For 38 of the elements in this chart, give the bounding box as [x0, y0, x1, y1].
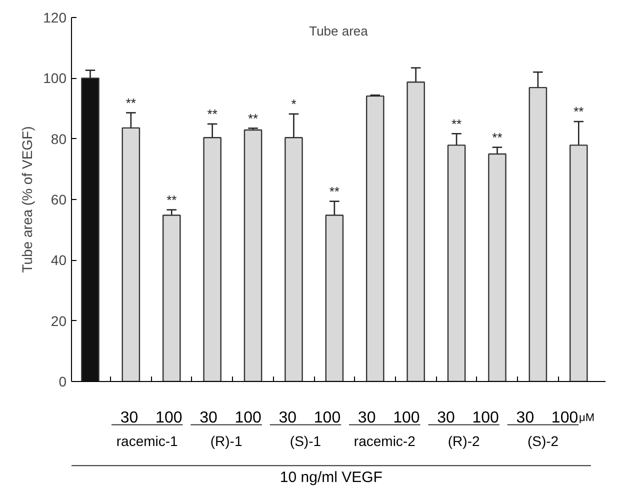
data-label: ** — [451, 116, 462, 132]
x-tick-label: 100 — [234, 409, 262, 426]
data-label: ** — [166, 192, 177, 208]
data-label: * — [291, 96, 296, 112]
text: (S)-2 — [527, 432, 559, 449]
y-axis-title: Tube area (% of VEGF) — [19, 126, 36, 273]
x-tick-label: 100 — [472, 409, 500, 426]
x-tick-label: 30 — [278, 409, 297, 426]
text: 10 ng/ml VEGF — [280, 469, 382, 486]
text: (R)-1 — [210, 432, 242, 449]
y-tick-label: 80 — [50, 130, 67, 147]
text: racemic-1 — [116, 432, 178, 449]
x-tick-label: 100 — [551, 409, 578, 426]
data-label: ** — [207, 106, 218, 122]
data-label: ** — [126, 95, 136, 110]
x-tick-label: 30 — [200, 409, 218, 426]
y-tick-label: 120 — [43, 10, 67, 26]
text: racemic-2 — [354, 432, 416, 449]
x-tick-label: 30 — [437, 409, 456, 426]
y-tick-label: 0 — [58, 374, 67, 390]
data-label: ** — [492, 130, 502, 145]
text: Tube area — [309, 24, 369, 39]
x-tick-label: 30 — [358, 409, 376, 426]
data-label: ** — [574, 104, 584, 120]
x-tick-label: 100 — [393, 409, 420, 426]
y-tick-label: 60 — [50, 192, 67, 208]
x-tick-label: 30 — [120, 409, 138, 426]
text: (S)-1 — [290, 432, 322, 449]
y-tick-label: 100 — [43, 70, 67, 86]
y-tick-label: 20 — [50, 312, 67, 329]
text: μM — [579, 412, 595, 424]
x-tick-label: 30 — [516, 409, 534, 426]
data-label: ** — [248, 110, 258, 126]
x-tick-label: 100 — [156, 409, 182, 426]
x-tick-label: 100 — [314, 409, 341, 426]
data-label: ** — [329, 184, 340, 199]
text: (R)-2 — [448, 432, 480, 449]
y-tick-label: 40 — [50, 252, 67, 268]
